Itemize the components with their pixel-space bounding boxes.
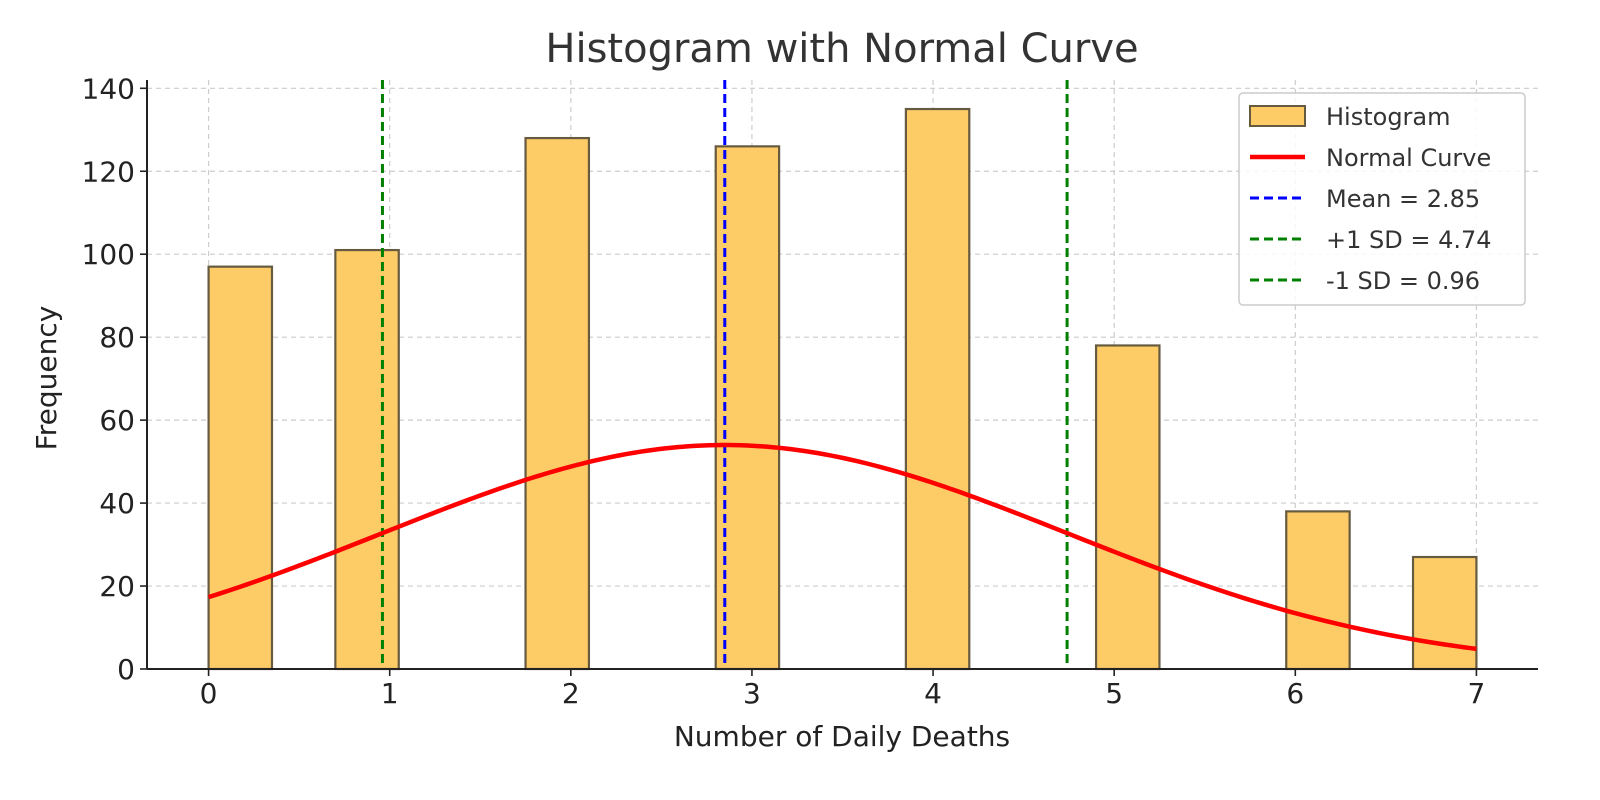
legend-item-histogram: Histogram	[1249, 103, 1451, 131]
y-tick-label: 20	[99, 570, 135, 603]
histogram-bar	[714, 145, 781, 671]
legend-box	[1238, 92, 1526, 306]
x-tick-label: 5	[1105, 677, 1123, 710]
histogram-bar	[334, 248, 400, 671]
legend: Histogram Normal Curve Mean = 2.85 +1 SD = …	[1238, 92, 1526, 306]
reference-lines	[380, 80, 1069, 669]
y-tick-label: 40	[99, 487, 135, 520]
y-axis-label: Frequency	[30, 306, 63, 451]
histogram-bar	[1411, 555, 1478, 671]
x-tick-label: 6	[1286, 677, 1304, 710]
histogram-bars	[207, 107, 1478, 671]
legend-item-minus-1-sd: -1 SD = 0.96	[1250, 267, 1480, 295]
histogram-bar	[207, 265, 274, 671]
legend-item-plus-1-sd: +1 SD = 4.74	[1250, 226, 1492, 254]
legend-item-normal-curve: Normal Curve	[1250, 144, 1491, 172]
y-tick-label: 80	[99, 321, 135, 354]
legend-label: Histogram	[1326, 103, 1451, 131]
legend-swatch	[1249, 105, 1306, 127]
y-tick-label: 140	[82, 72, 135, 105]
legend-label: -1 SD = 0.96	[1326, 267, 1480, 295]
x-tick-label: 1	[381, 677, 399, 710]
legend-item-mean: Mean = 2.85	[1250, 185, 1480, 213]
x-axis-label: Number of Daily Deaths	[674, 720, 1010, 753]
axes: 0 1 2 3 4 5 6 7 0 20 40 60 80 100 120 140	[82, 72, 1538, 710]
normal-curve-group	[207, 442, 1477, 652]
legend-label: Mean = 2.85	[1326, 185, 1480, 213]
normal-curve	[207, 442, 1477, 652]
legend-label: +1 SD = 4.74	[1326, 226, 1492, 254]
x-tick-label: 0	[200, 677, 218, 710]
histogram-bar	[1285, 510, 1351, 671]
histogram-bar	[524, 136, 591, 671]
chart-title: Histogram with Normal Curve	[545, 26, 1138, 72]
histogram-bar	[1094, 344, 1161, 671]
y-tick-label: 100	[82, 238, 135, 271]
x-tick-label: 7	[1468, 677, 1486, 710]
legend-label: Normal Curve	[1326, 144, 1491, 172]
y-tick-label: 0	[117, 653, 135, 686]
x-tick-label: 2	[562, 677, 580, 710]
y-tick-label: 120	[82, 155, 135, 188]
x-tick-label: 3	[743, 677, 761, 710]
histogram-bar	[904, 107, 971, 671]
y-tick-label: 60	[99, 404, 135, 437]
x-tick-label: 4	[924, 677, 942, 710]
